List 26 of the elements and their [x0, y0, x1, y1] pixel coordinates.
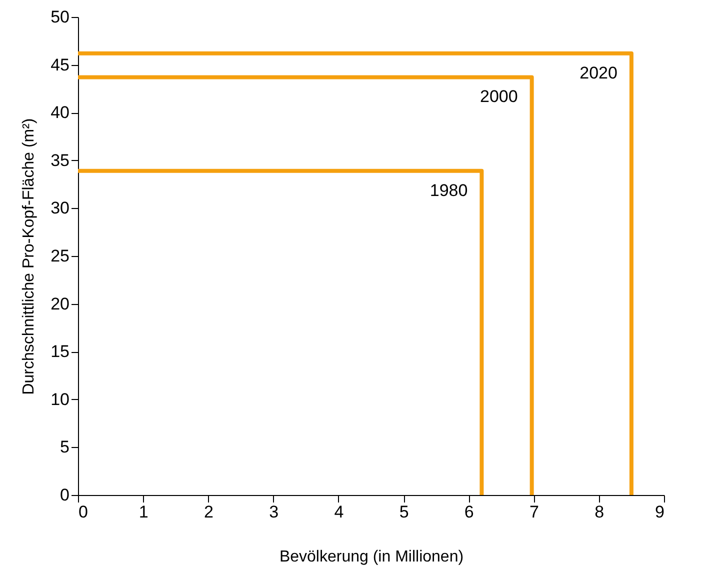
y-tick-label: 20 — [50, 294, 70, 314]
y-tick-label: 30 — [50, 198, 70, 218]
x-tick-label: 3 — [269, 502, 279, 522]
x-tick-label: 6 — [464, 502, 474, 522]
x-tick-label: 4 — [334, 502, 344, 522]
x-tick-label: 7 — [530, 502, 540, 522]
x-tick-label: 5 — [399, 502, 409, 522]
y-tick-label: 10 — [50, 390, 70, 409]
x-axis-title: Bevölkerung (in Millionen) — [279, 548, 464, 566]
y-tick-label: 15 — [50, 342, 70, 362]
y-tick-label: 40 — [50, 103, 70, 122]
y-tick-label: 25 — [50, 246, 70, 266]
y-tick-label: 50 — [50, 8, 70, 26]
series-label: 1980 — [430, 180, 468, 200]
x-tick-label: 0 — [78, 502, 88, 522]
series-label: 2000 — [480, 87, 518, 106]
y-tick-label: 0 — [60, 486, 70, 504]
y-tick-label: 35 — [50, 150, 70, 170]
x-tick-label: 2 — [204, 502, 214, 522]
series-label: 2020 — [580, 63, 618, 82]
y-axis-title: Durchschnittliche Pro-Kopf-Fläche (m²) — [20, 118, 38, 395]
x-tick-label: 1 — [138, 502, 148, 522]
y-tick-label: 45 — [50, 55, 70, 74]
y-tick-label: 5 — [60, 438, 70, 457]
x-tick-label: 9 — [655, 502, 664, 522]
x-tick-label: 8 — [594, 502, 604, 522]
